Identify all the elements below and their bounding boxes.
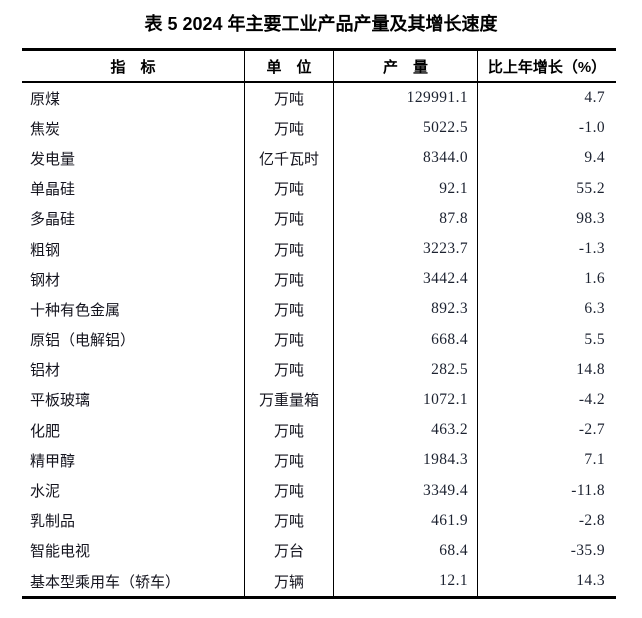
table-row: 智能电视 万台 68.4 -35.9 [22,535,616,566]
growth-cell: -1.3 [477,233,616,265]
indicator-cell: 原铝（电解铝） [30,333,136,350]
header-growth: 比上年增长（%） [477,51,616,81]
output-cell: 668.4 [333,324,477,355]
output-cell: 92.1 [333,173,477,204]
unit-cell: 万吨 [244,264,333,295]
growth-cell: -4.2 [477,384,616,416]
table-row: 化肥 万吨 463.2 -2.7 [22,415,616,446]
table-row: 平板玻璃 万重量箱 1072.1 -4.2 [22,384,616,416]
indicator-cell: 智能电视 [30,544,91,561]
unit-cell: 万台 [244,535,333,566]
growth-cell: 98.3 [477,203,616,234]
unit-cell: 万吨 [244,505,333,536]
header-unit: 单 位 [244,51,333,81]
output-cell: 1072.1 [333,384,477,416]
header-output: 产 量 [333,51,477,81]
table-row: 钢材 万吨 3442.4 1.6 [22,264,616,295]
table-row: 原煤 万吨 129991.1 4.7 [22,83,616,114]
growth-cell: 4.7 [477,83,616,114]
unit-cell: 万吨 [244,324,333,355]
indicator-cell: 单晶硅 [30,182,76,199]
unit-cell: 万重量箱 [244,384,333,416]
table-row: 原铝（电解铝） 万吨 668.4 5.5 [22,324,616,355]
unit-cell: 万吨 [244,233,333,265]
table-row: 发电量 亿千瓦时 8344.0 9.4 [22,143,616,174]
header-indicator: 指 标 [110,58,156,76]
growth-cell: -35.9 [477,535,616,566]
output-cell: 461.9 [333,505,477,536]
indicator-cell: 铝材 [30,363,61,380]
table-row: 水泥 万吨 3349.4 -11.8 [22,475,616,506]
indicator-cell: 化肥 [30,423,61,440]
output-cell: 8344.0 [333,143,477,174]
growth-cell: -2.7 [477,415,616,446]
growth-cell: 14.8 [477,354,616,385]
table-row: 焦炭 万吨 5022.5 -1.0 [22,113,616,144]
growth-cell: 9.4 [477,143,616,174]
indicator-cell: 十种有色金属 [30,302,121,319]
indicator-cell: 发电量 [30,151,76,168]
growth-cell: 7.1 [477,445,616,476]
output-cell: 129991.1 [333,83,477,114]
unit-cell: 万吨 [244,203,333,234]
output-cell: 1984.3 [333,445,477,476]
indicator-cell: 平板玻璃 [30,393,91,410]
growth-cell: -2.8 [477,505,616,536]
table-row: 铝材 万吨 282.5 14.8 [22,354,616,385]
unit-cell: 万吨 [244,354,333,385]
indicator-cell: 原煤 [30,91,61,108]
output-cell: 3349.4 [333,475,477,506]
indicator-cell: 乳制品 [30,514,76,531]
indicator-cell: 钢材 [30,272,61,289]
table-row: 十种有色金属 万吨 892.3 6.3 [22,294,616,325]
growth-cell: 6.3 [477,294,616,325]
unit-cell: 万辆 [244,566,333,597]
output-cell: 87.8 [333,203,477,234]
output-cell: 463.2 [333,415,477,446]
unit-cell: 万吨 [244,83,333,114]
table-row: 单晶硅 万吨 92.1 55.2 [22,173,616,204]
growth-cell: 5.5 [477,324,616,355]
growth-cell: 55.2 [477,173,616,204]
output-cell: 3223.7 [333,233,477,265]
unit-cell: 万吨 [244,173,333,204]
output-cell: 892.3 [333,294,477,325]
growth-cell: 14.3 [477,566,616,597]
output-cell: 68.4 [333,535,477,566]
indicator-cell: 基本型乘用车（轿车） [30,574,181,591]
unit-cell: 万吨 [244,113,333,144]
table-row: 乳制品 万吨 461.9 -2.8 [22,505,616,536]
output-cell: 282.5 [333,354,477,385]
output-cell: 3442.4 [333,264,477,295]
growth-cell: -1.0 [477,113,616,144]
unit-cell: 亿千瓦时 [244,143,333,174]
unit-cell: 万吨 [244,294,333,325]
growth-cell: -11.8 [477,475,616,506]
output-cell: 5022.5 [333,113,477,144]
unit-cell: 万吨 [244,445,333,476]
table-row: 精甲醇 万吨 1984.3 7.1 [22,445,616,476]
indicator-cell: 水泥 [30,484,61,501]
output-cell: 12.1 [333,566,477,597]
table-row: 粗钢 万吨 3223.7 -1.3 [22,233,616,265]
table-title: 表 5 2024 年主要工业产品产量及其增长速度 [144,14,498,34]
indicator-cell: 精甲醇 [30,453,76,470]
industrial-output-table: 指 标 单 位 产 量 比上年增长（%） 原煤 万吨 129991.1 4.7 … [22,48,616,600]
unit-cell: 万吨 [244,415,333,446]
table-row: 多晶硅 万吨 87.8 98.3 [22,203,616,234]
indicator-cell: 焦炭 [30,121,61,138]
growth-cell: 1.6 [477,264,616,295]
indicator-cell: 粗钢 [30,242,61,259]
table-row: 基本型乘用车（轿车） 万辆 12.1 14.3 [22,566,616,597]
unit-cell: 万吨 [244,475,333,506]
table-header-row: 指 标 单 位 产 量 比上年增长（%） [22,51,616,83]
indicator-cell: 多晶硅 [30,212,76,229]
